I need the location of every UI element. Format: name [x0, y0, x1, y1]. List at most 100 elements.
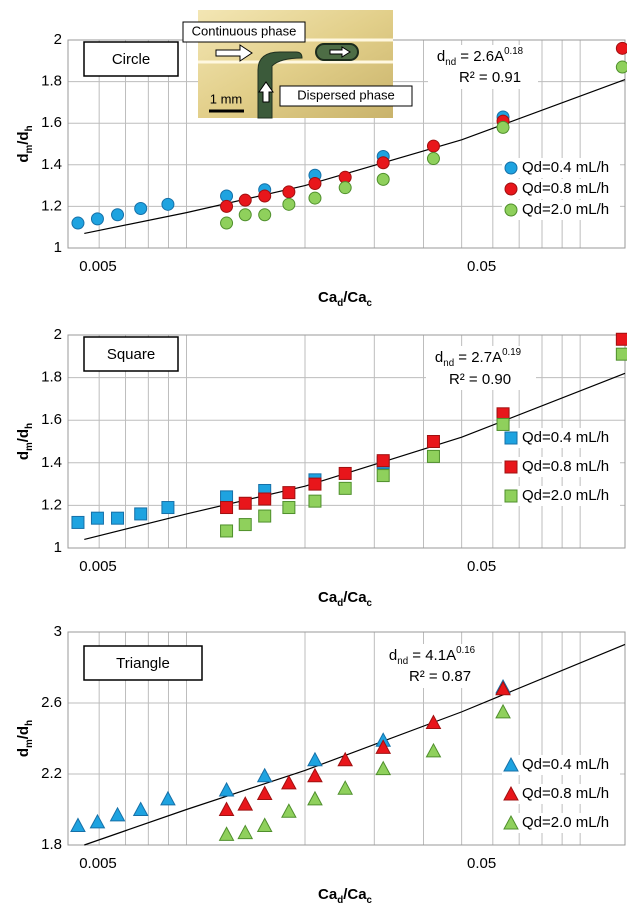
marker [238, 518, 252, 532]
marker [308, 191, 322, 205]
equation-part: = 2.7A [454, 349, 502, 366]
marker [376, 454, 390, 468]
marker [220, 524, 234, 538]
marker [496, 417, 510, 431]
y-tick-label: 1.2 [41, 197, 62, 214]
legend-marker [504, 182, 518, 196]
y-axis-title-part: d [15, 748, 32, 757]
x-tick-label: 0.005 [79, 258, 117, 275]
y-axis-title-part: h [24, 423, 35, 429]
marker [134, 201, 148, 215]
marker [337, 780, 354, 795]
marker [615, 332, 627, 346]
marker [258, 509, 272, 523]
y-tick-label: 2 [54, 326, 62, 343]
legend-bg [502, 457, 620, 477]
marker [256, 767, 273, 783]
equation: dnd = 2.6A0.18 [437, 46, 523, 68]
y-tick-label: 1 [54, 239, 62, 256]
marker [258, 208, 272, 222]
marker [218, 781, 235, 797]
legend-label: Qd=2.0 mL/h [522, 487, 609, 504]
marker [307, 790, 323, 806]
y-tick-label: 1.6 [41, 411, 62, 428]
marker [425, 714, 442, 730]
arrow [215, 44, 253, 62]
marker [238, 208, 252, 222]
y-axis-title-part: h [24, 720, 35, 726]
marker [90, 212, 104, 226]
y-axis-title-part: m [24, 739, 35, 748]
arrow [258, 81, 274, 103]
x-axis-title-part: /Ca [343, 289, 367, 306]
marker [282, 486, 296, 500]
y-axis-title-part: d [15, 153, 32, 162]
inset-label: Dispersed phase [297, 87, 395, 102]
legend-bg [502, 813, 620, 833]
marker [338, 481, 352, 495]
marker [308, 477, 322, 491]
marker [220, 199, 234, 213]
marker [281, 803, 297, 818]
marker [71, 216, 85, 230]
equation-part: 0.18 [504, 46, 523, 57]
y-tick-label: 1 [54, 539, 62, 556]
x-axis-title-part: c [367, 298, 373, 309]
marker [375, 760, 392, 776]
equation-bg [428, 45, 538, 89]
marker [281, 774, 297, 790]
y-axis-title-part: d [15, 451, 32, 460]
marker [258, 492, 272, 506]
legend-bg [502, 755, 620, 775]
marker [258, 189, 272, 203]
marker [111, 511, 125, 525]
marker [615, 347, 627, 361]
shape-label-box [83, 41, 179, 77]
marker [220, 501, 234, 515]
x-axis-title-part: c [367, 598, 373, 609]
y-axis-title: dm/dh [15, 720, 35, 757]
marker [161, 501, 175, 515]
x-axis-title: Cad/Cac [318, 289, 373, 309]
marker [89, 813, 106, 829]
legend-marker [503, 814, 519, 830]
equation-part: = 4.1A [408, 647, 456, 664]
y-axis-title-part: m [24, 442, 35, 451]
legend-label: Qd=2.0 mL/h [522, 201, 609, 218]
scale-bar-label: 1 mm [210, 91, 243, 106]
marker [495, 703, 511, 719]
shape-label-box [83, 336, 179, 372]
legend-marker [503, 785, 519, 801]
equation-part: = 2.6A [456, 48, 504, 65]
marker [90, 511, 104, 525]
legend-marker [504, 431, 518, 445]
marker [237, 824, 254, 840]
marker [282, 501, 296, 515]
y-axis-title: dm/dh [15, 125, 35, 162]
x-axis-title-part: d [337, 598, 343, 609]
x-axis-title-part: d [337, 298, 343, 309]
x-tick-label: 0.005 [79, 558, 117, 575]
y-tick-label: 2.6 [41, 694, 62, 711]
legend-label: Qd=0.4 mL/h [522, 429, 609, 446]
equation-part: d [389, 647, 397, 664]
equation-part: nd [397, 656, 408, 667]
x-axis-title-part: /Ca [343, 886, 367, 903]
legend-label: Qd=0.8 mL/h [522, 458, 609, 475]
marker [376, 172, 390, 186]
marker [71, 515, 85, 529]
x-axis-title-part: Ca [318, 886, 338, 903]
y-axis-title-part: /d [15, 429, 32, 442]
equation-part: nd [443, 358, 454, 369]
marker [161, 197, 175, 211]
r-squared: R² = 0.90 [449, 371, 511, 388]
trendline [84, 78, 626, 235]
equation-bg [426, 346, 536, 390]
marker [338, 466, 352, 480]
marker [282, 197, 296, 211]
x-axis-title: Cad/Cac [318, 886, 373, 906]
x-tick-label: 0.05 [467, 258, 496, 275]
inset-label-box [279, 85, 413, 107]
x-axis-title-part: c [367, 895, 373, 906]
